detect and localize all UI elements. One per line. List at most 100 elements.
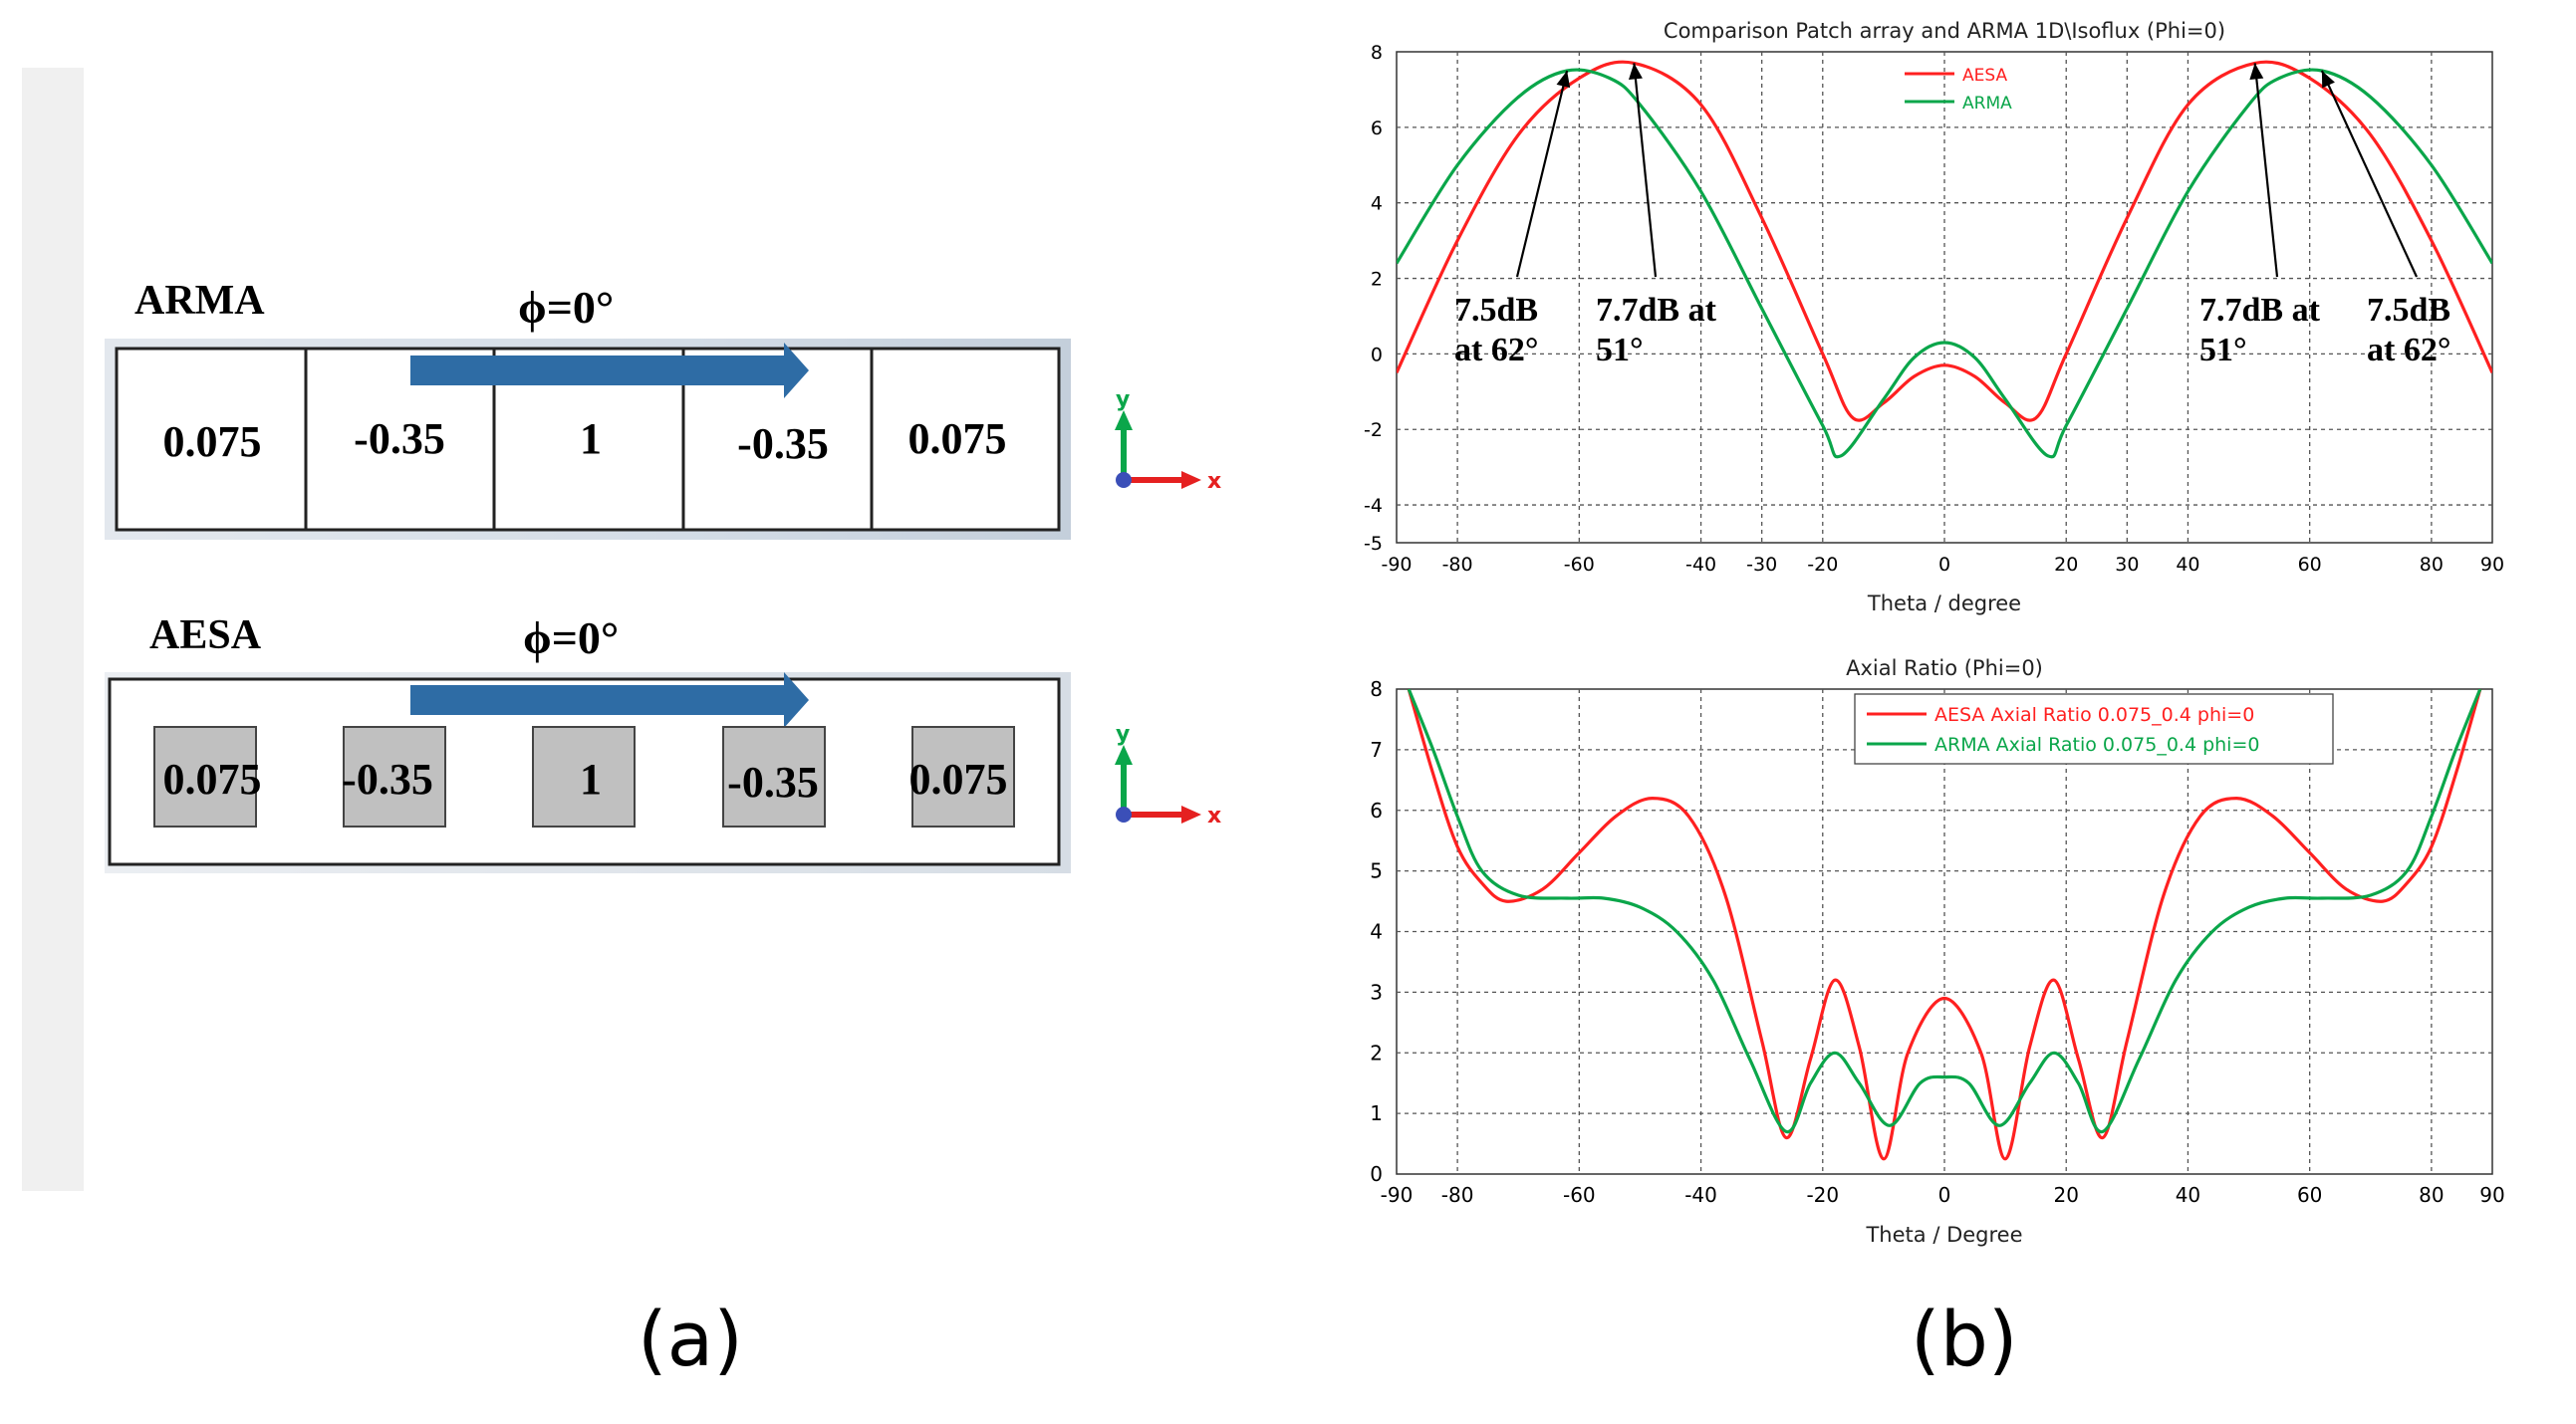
annotation-label: 51° <box>2199 332 2247 368</box>
aesa-weight: 1 <box>580 755 602 804</box>
array-diagrams: 0.075 -0.35 1 -0.35 0.075 0.075 -0.35 1 … <box>105 339 1221 873</box>
aesa-weight: -0.35 <box>342 755 433 804</box>
annotation-label: at 62° <box>1454 332 1538 368</box>
y-tick-label: 2 <box>1371 269 1383 291</box>
series-line <box>1407 689 2482 1161</box>
x-tick-label: 60 <box>2297 1183 2322 1207</box>
annotation-arrowhead <box>1628 63 1643 80</box>
aesa-weight: 0.075 <box>909 755 1008 804</box>
axis-x-letter: x <box>1207 804 1221 829</box>
arma-direction-arrow <box>410 343 809 398</box>
y-tick-label: 4 <box>1370 920 1383 944</box>
legend-label: ARMA <box>1962 94 2012 114</box>
series-line <box>1397 60 2492 422</box>
y-tick-label: 6 <box>1370 799 1383 823</box>
annotation-arrow <box>1633 63 1658 278</box>
y-tick-label: -2 <box>1364 419 1383 441</box>
x-tick-label: 90 <box>2480 554 2504 576</box>
aesa-direction-arrow <box>410 672 809 728</box>
x-tick-label: 20 <box>2053 1183 2078 1207</box>
legend-label: AESA Axial Ratio 0.075_0.4 phi=0 <box>1934 704 2254 726</box>
y-tick-label: 0 <box>1371 344 1383 365</box>
annotation-label: at 62° <box>2367 332 2450 368</box>
y-tick-label: 0 <box>1370 1162 1383 1186</box>
x-tick-label: 80 <box>2420 554 2444 576</box>
x-tick-label: -40 <box>1685 554 1716 576</box>
annotation-label: 7.7dB at <box>2199 292 2321 329</box>
x-tick-label: -60 <box>1564 554 1595 576</box>
x-tick-label: 20 <box>2054 554 2078 576</box>
arma-weight: 1 <box>580 414 602 463</box>
arma-weight: 0.075 <box>908 414 1007 463</box>
aesa-patch <box>911 726 1015 828</box>
annotation-label: 7.5dB <box>1454 292 1538 329</box>
x-tick-label: -40 <box>1684 1183 1717 1207</box>
chart-title: Axial Ratio (Phi=0) <box>1846 656 2043 680</box>
side-strip <box>22 68 84 1191</box>
axes-icon: y x <box>1115 722 1221 829</box>
aesa-patch <box>343 726 446 828</box>
axis-x-letter: x <box>1207 469 1221 494</box>
annotation-arrowhead <box>1556 70 1571 89</box>
x-tick-label: 0 <box>1938 554 1950 576</box>
arma-phi-label: ϕ=0° <box>518 282 615 333</box>
annotation-arrowhead <box>2321 70 2335 89</box>
x-axis-label: Theta / degree <box>1867 592 2021 615</box>
axis-y-letter: y <box>1116 387 1130 412</box>
x-tick-label: -90 <box>1381 1183 1414 1207</box>
y-tick-label: 3 <box>1370 980 1383 1004</box>
x-tick-label: 90 <box>2479 1183 2504 1207</box>
y-tick-label: 7 <box>1370 738 1383 762</box>
x-tick-label: 40 <box>2176 554 2199 576</box>
x-tick-label: -60 <box>1563 1183 1596 1207</box>
legend-box <box>1854 693 2334 765</box>
x-tick-label: -80 <box>1442 554 1473 576</box>
x-tick-label: -30 <box>1746 554 1777 576</box>
y-tick-label: 6 <box>1371 118 1383 139</box>
y-tick-label: -5 <box>1364 533 1383 555</box>
legend-label: AESA <box>1962 66 2007 86</box>
aesa-title: AESA <box>149 612 262 658</box>
series-line <box>1407 689 2482 1134</box>
panel-label-a: (a) <box>638 1295 743 1383</box>
x-tick-label: -80 <box>1441 1183 1474 1207</box>
annotation-arrow <box>1515 70 1569 278</box>
x-tick-label: 60 <box>2298 554 2322 576</box>
x-tick-label: 40 <box>2176 1183 2200 1207</box>
annotation-arrowhead <box>2249 63 2264 81</box>
axes-icon: y x <box>1115 387 1221 494</box>
aesa-weight: -0.35 <box>727 758 819 807</box>
y-tick-label: 8 <box>1370 677 1383 701</box>
y-tick-label: 8 <box>1371 42 1383 64</box>
x-axis-label: Theta / Degree <box>1865 1223 2022 1247</box>
annotation-label: 51° <box>1596 332 1644 368</box>
arma-weight: -0.35 <box>737 419 829 468</box>
x-tick-label: 30 <box>2115 554 2139 576</box>
x-tick-label: -20 <box>1806 1183 1839 1207</box>
series-line <box>1397 68 2492 459</box>
x-tick-label: -90 <box>1381 554 1412 576</box>
chart-title: Comparison Patch array and ARMA 1D\Isofl… <box>1664 19 2225 43</box>
y-axis-label: dB <box>1335 918 1338 946</box>
aesa-patch <box>532 726 636 828</box>
panel-label-b: (b) <box>1911 1295 2018 1383</box>
x-tick-label: -20 <box>1807 554 1838 576</box>
x-tick-label: 80 <box>2419 1183 2444 1207</box>
axial-ratio-chart: -90 -80 -60 -40 -20 0 20 40 60 80 90 0 1 2 3 4 5 6 7 8 Axial… <box>1335 656 2505 1247</box>
annotation-label: 7.5dB <box>2367 292 2450 329</box>
y-tick-label: 2 <box>1370 1041 1383 1065</box>
y-axis-label: dB <box>1335 284 1338 312</box>
y-tick-label: 5 <box>1370 859 1383 883</box>
arma-title: ARMA <box>134 278 265 324</box>
annotation-arrow <box>2320 70 2418 278</box>
axis-y-letter: y <box>1116 722 1130 747</box>
y-tick-label: -4 <box>1364 495 1383 517</box>
aesa-phi-label: ϕ=0° <box>523 612 620 663</box>
arma-weight: -0.35 <box>354 414 445 463</box>
legend-label: ARMA Axial Ratio 0.075_0.4 phi=0 <box>1934 734 2259 756</box>
arma-weight: 0.075 <box>163 417 262 466</box>
y-tick-label: 1 <box>1370 1101 1383 1125</box>
aesa-weight: 0.075 <box>163 755 262 804</box>
x-tick-label: 0 <box>1938 1183 1951 1207</box>
aesa-patch <box>153 726 257 828</box>
